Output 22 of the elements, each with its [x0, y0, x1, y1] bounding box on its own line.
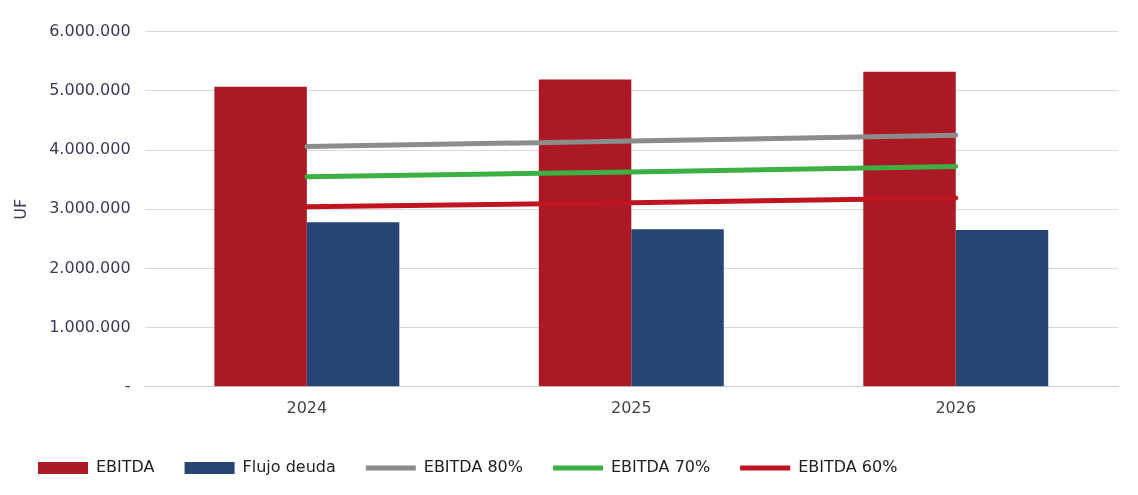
bar: [631, 229, 724, 387]
y-tick-label: 2.000.000: [49, 257, 131, 277]
bar: [538, 79, 632, 387]
y-tick-label: 3.000.000: [49, 198, 131, 218]
x-tick-label: 2025: [610, 397, 652, 417]
legend-label: Flujo deuda: [242, 457, 336, 477]
x-tick-label: 2026: [935, 397, 977, 417]
bar: [955, 229, 1049, 387]
bar: [863, 71, 956, 387]
bar: [306, 222, 400, 387]
y-tick-label: 4.000.000: [49, 139, 131, 159]
y-tick-label: 1.000.000: [49, 316, 131, 336]
bar: [214, 86, 307, 387]
legend-label: EBITDA 70%: [610, 457, 711, 477]
legend-label: EBITDA 60%: [798, 457, 898, 477]
y-tick-label: 5.000.000: [49, 79, 131, 99]
x-tick-label: 2024: [286, 397, 328, 417]
legend-label: EBITDA 80%: [423, 457, 523, 477]
legend-label: EBITDA: [96, 457, 155, 477]
y-axis-title: UF: [10, 198, 30, 220]
y-tick-label: 6.000.000: [49, 20, 131, 40]
y-tick-label: -: [124, 375, 131, 395]
